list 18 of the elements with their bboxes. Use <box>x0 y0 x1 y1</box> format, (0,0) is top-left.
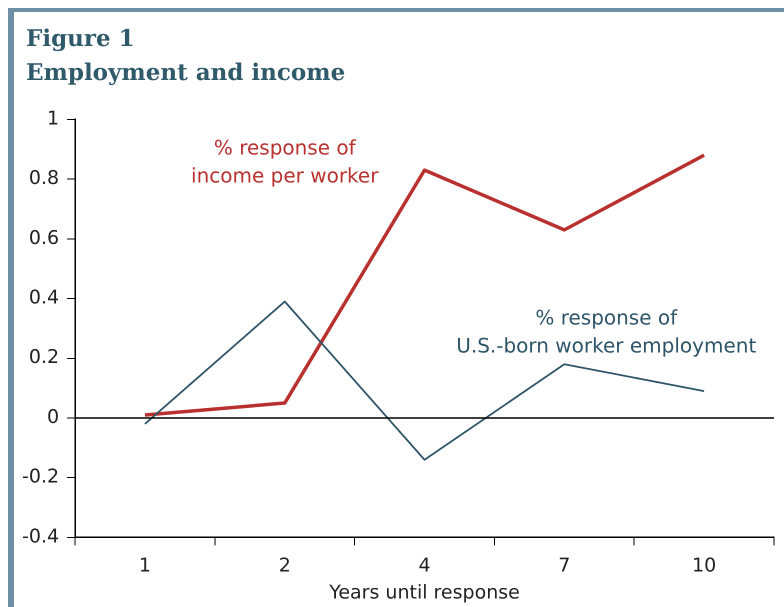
y-tick-label: 0.6 <box>28 226 60 249</box>
series-label: % response of U.S.-born worker employment <box>456 306 756 358</box>
y-tick-label: 0 <box>46 406 60 428</box>
y-tick-label: 0.4 <box>28 286 60 308</box>
x-tick-label: 4 <box>418 554 431 577</box>
x-tick-label: 10 <box>692 554 716 577</box>
y-tick-label: 0.8 <box>28 167 60 190</box>
x-tick-label: 1 <box>138 554 152 577</box>
y-tick-label: 0.2 <box>28 346 60 368</box>
chart-title: Figure 1 <box>26 24 136 54</box>
x-tick-label: 7 <box>558 554 570 577</box>
series-label: % response of income per worker <box>191 135 380 188</box>
y-tick-label: -0.4 <box>22 525 60 548</box>
x-tick-label: 2 <box>278 554 291 577</box>
y-tick-label: 1 <box>46 107 60 130</box>
y-tick-label: -0.2 <box>22 466 60 488</box>
x-axis-title: Years until response <box>328 582 520 604</box>
chart-subtitle: Employment and income <box>26 58 346 88</box>
